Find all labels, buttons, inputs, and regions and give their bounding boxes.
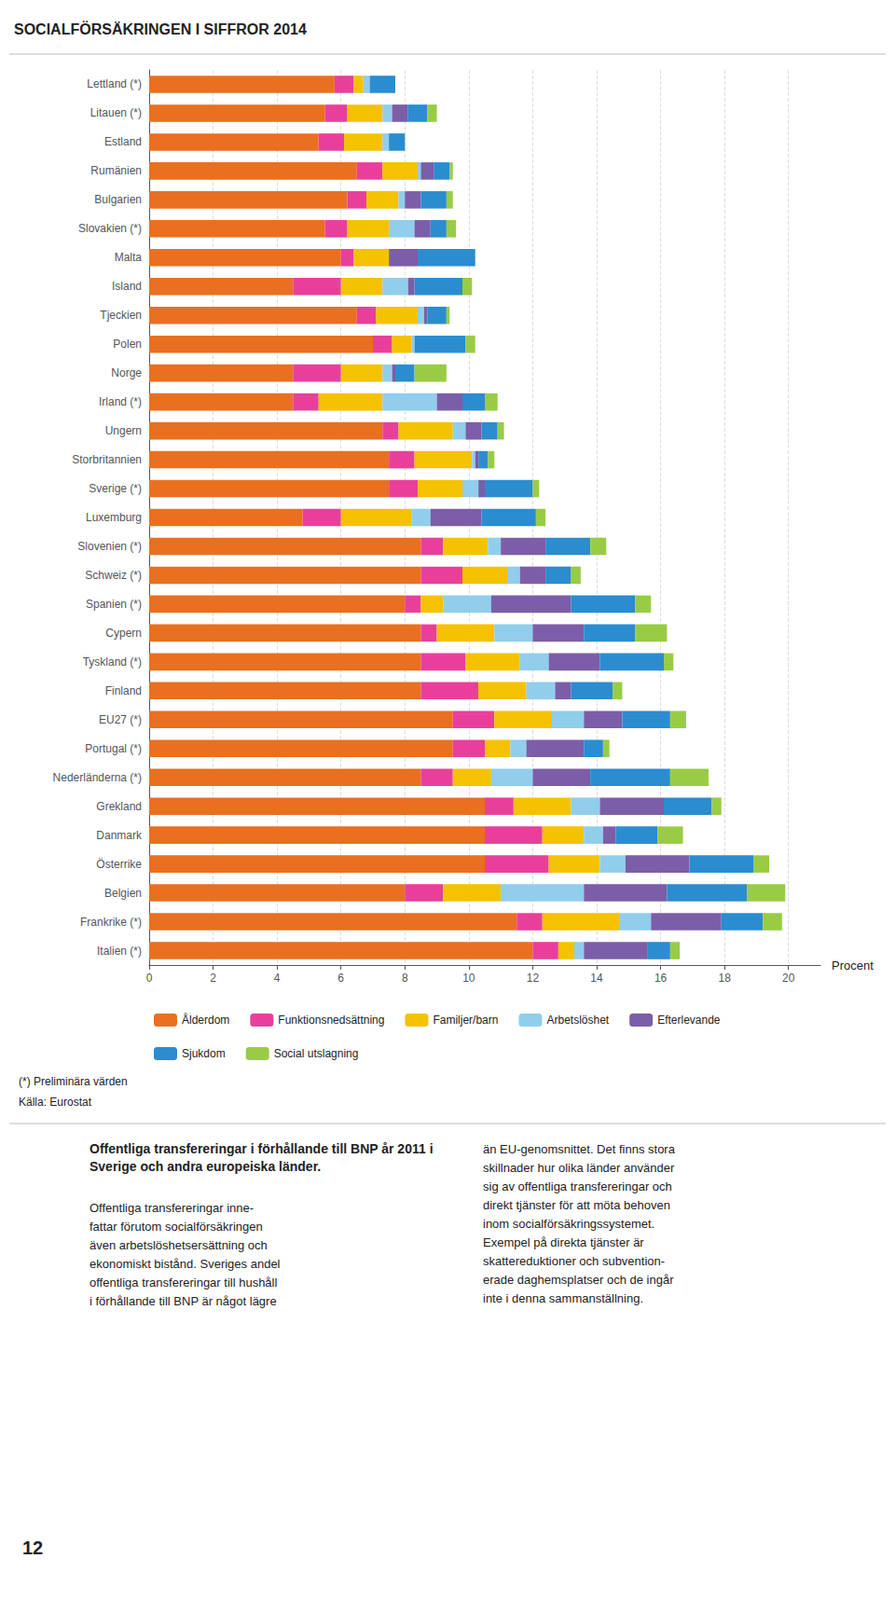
svg-text:Malta: Malta: [114, 250, 143, 264]
svg-text:8: 8: [401, 971, 409, 985]
svg-text:16: 16: [654, 971, 668, 985]
svg-text:Slovakien (*): Slovakien (*): [78, 221, 142, 235]
svg-text:inte i denna sammanställning.: inte i denna sammanställning.: [482, 1291, 644, 1306]
svg-text:Island: Island: [111, 279, 142, 293]
svg-text:6: 6: [337, 971, 345, 985]
svg-text:Finland: Finland: [105, 684, 142, 698]
svg-text:Danmark: Danmark: [96, 828, 143, 842]
svg-text:Schweiz (*): Schweiz (*): [84, 568, 142, 582]
svg-text:ekonomiskt bistånd. Sveriges a: ekonomiskt bistånd. Sveriges andel: [89, 1256, 281, 1271]
svg-text:Sverige och andra europeiska l: Sverige och andra europeiska länder.: [89, 1158, 321, 1174]
svg-text:18: 18: [717, 971, 731, 985]
svg-text:skattereduktioner och subventi: skattereduktioner och subvention-: [482, 1253, 665, 1268]
svg-text:även arbetslöshetsersättning o: även arbetslöshetsersättning och: [89, 1238, 268, 1253]
svg-text:Norge: Norge: [110, 366, 142, 380]
svg-text:0: 0: [146, 971, 153, 985]
svg-text:Bulgarien: Bulgarien: [94, 192, 142, 207]
svg-text:offentliga transfereringar til: offentliga transfereringar till hushåll: [89, 1275, 277, 1290]
svg-text:Källa: Eurostat: Källa: Eurostat: [18, 1095, 93, 1109]
svg-text:Polen: Polen: [112, 337, 142, 351]
svg-text:Grekland: Grekland: [96, 799, 142, 813]
svg-text:14: 14: [590, 971, 604, 985]
svg-text:Storbritannien: Storbritannien: [71, 453, 142, 467]
svg-text:12: 12: [526, 971, 540, 985]
svg-text:10: 10: [462, 971, 476, 985]
svg-text:(*) Preliminära värden: (*) Preliminära värden: [18, 1074, 128, 1088]
svg-text:Frankrike (*): Frankrike (*): [80, 915, 142, 929]
svg-text:Funktionsnedsättning: Funktionsnedsättning: [277, 1013, 385, 1027]
svg-text:Procent: Procent: [831, 958, 874, 973]
svg-text:Offentliga transfereringar i f: Offentliga transfereringar i förhållande…: [89, 1141, 437, 1157]
svg-text:2: 2: [209, 971, 217, 985]
svg-text:Italien (*): Italien (*): [96, 944, 142, 958]
svg-text:Ungern: Ungern: [105, 424, 142, 438]
svg-text:Österrike: Österrike: [96, 857, 142, 871]
svg-text:12: 12: [22, 1537, 43, 1558]
svg-text:i förhållande till BNP är någo: i förhållande till BNP är något lägre: [89, 1294, 277, 1309]
svg-text:än EU-genomsnittet. Det finns: än EU-genomsnittet. Det finns stora: [482, 1142, 676, 1157]
svg-text:fattar förutom socialförsäkrin: fattar förutom socialförsäkringen: [89, 1219, 263, 1234]
svg-text:Sjukdom: Sjukdom: [181, 1046, 226, 1061]
svg-text:Offentliga transfereringar inn: Offentliga transfereringar inne-: [89, 1200, 254, 1215]
svg-text:Exempel på direkta tjänster är: Exempel på direkta tjänster är: [482, 1235, 645, 1250]
svg-text:Rumänien: Rumänien: [90, 164, 142, 178]
svg-text:4: 4: [274, 971, 281, 985]
svg-text:Ålderdom: Ålderdom: [181, 1012, 230, 1027]
svg-text:erade daghemsplatser och de in: erade daghemsplatser och de ingår: [482, 1272, 675, 1287]
svg-text:Lettland (*): Lettland (*): [86, 77, 142, 91]
svg-text:Social utslagning: Social utslagning: [274, 1046, 359, 1061]
svg-text:20: 20: [782, 971, 796, 985]
svg-text:Estland: Estland: [104, 135, 142, 149]
svg-text:inom socialförsäkringssystemet: inom socialförsäkringssystemet.: [482, 1216, 655, 1231]
svg-text:EU27 (*): EU27 (*): [98, 713, 142, 727]
svg-text:skillnader hur olika länder an: skillnader hur olika länder använder: [482, 1160, 675, 1175]
svg-text:Slovenien (*): Slovenien (*): [77, 539, 142, 553]
svg-text:Familjer/barn: Familjer/barn: [432, 1013, 498, 1027]
svg-text:Nederländerna (*): Nederländerna (*): [53, 771, 142, 785]
svg-text:Efterlevande: Efterlevande: [657, 1013, 721, 1027]
svg-text:Luxemburg: Luxemburg: [85, 510, 142, 524]
svg-text:SOCIALFÖRSÄKRINGEN I SIFFROR 2: SOCIALFÖRSÄKRINGEN I SIFFROR 2014: [13, 20, 307, 38]
svg-text:Cypern: Cypern: [105, 626, 142, 640]
svg-text:Spanien (*): Spanien (*): [85, 597, 142, 611]
svg-text:Belgien: Belgien: [104, 886, 142, 900]
svg-text:Sverige (*): Sverige (*): [88, 481, 142, 496]
svg-text:Arbetslöshet: Arbetslöshet: [546, 1013, 609, 1027]
svg-text:Tjeckien: Tjeckien: [99, 308, 142, 322]
svg-text:Irland (*): Irland (*): [98, 395, 142, 409]
svg-text:sig av offentliga transfererin: sig av offentliga transfereringar och: [482, 1179, 673, 1194]
svg-text:Litauen (*): Litauen (*): [90, 106, 142, 120]
svg-text:direkt tjänster för att möta b: direkt tjänster för att möta behoven: [482, 1197, 671, 1212]
svg-text:Portugal (*): Portugal (*): [84, 742, 142, 756]
svg-text:Tyskland (*): Tyskland (*): [82, 655, 142, 669]
